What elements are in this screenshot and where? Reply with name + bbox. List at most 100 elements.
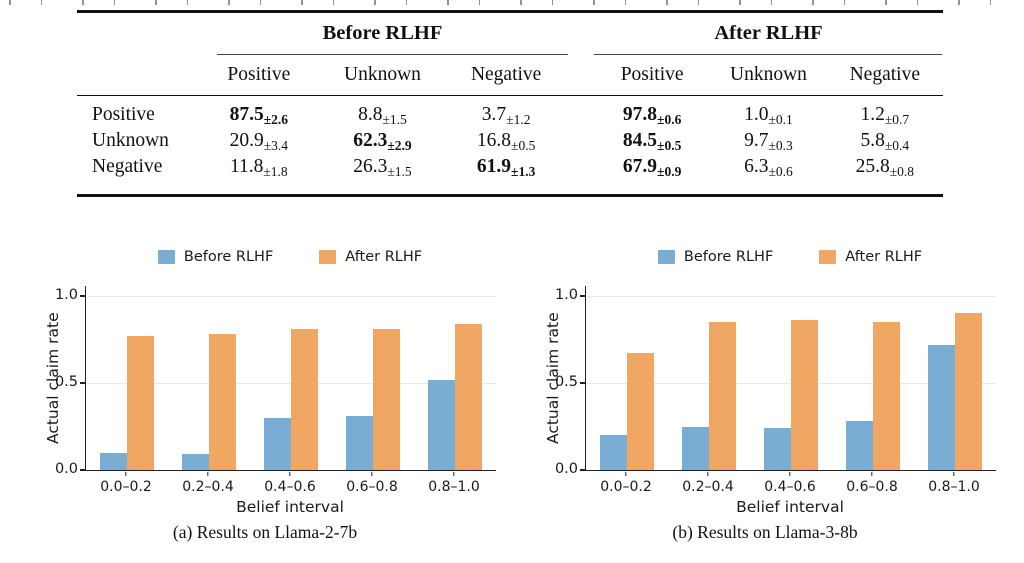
bar-group: [832, 286, 914, 470]
bar-group: [250, 286, 332, 470]
table-row: Unknown 20.9±3.4 62.3±2.9 16.8±0.5 84.5±0.5 9…: [77, 128, 943, 154]
row-label: Negative: [92, 156, 163, 178]
cell-stderr: ±0.7: [884, 112, 910, 128]
legend: Before RLHF After RLHF: [85, 249, 495, 265]
x-tick-label: 0.0–0.2: [85, 472, 167, 495]
bar-after-rlhf: [127, 336, 154, 470]
column-header: Negative: [849, 63, 920, 85]
table-cell: 84.5±0.5: [622, 130, 682, 154]
y-tick-mark: [79, 382, 85, 384]
x-tick-label: 0.6–0.8: [831, 472, 913, 495]
plot-area: [85, 286, 496, 471]
legend-item-before-rlhf: Before RLHF: [157, 249, 274, 265]
y-tick-label: 0.0: [54, 461, 78, 477]
gridline: [586, 295, 996, 297]
cell-stderr: ±1.5: [387, 164, 412, 180]
figure-caption-a: (a) Results on Llama-2-7b: [172, 522, 358, 542]
table-top-rule: [77, 10, 943, 13]
table-cell: 8.8±1.5: [358, 104, 407, 128]
table-row: Negative 11.8±1.8 26.3±1.5 61.9±1.3 67.9±0.9…: [77, 154, 943, 180]
bar-group: [332, 286, 414, 470]
row-label: Positive: [92, 104, 155, 126]
legend-label-after-rlhf: After RLHF: [345, 249, 423, 265]
x-tick-label: 0.2–0.4: [667, 472, 749, 495]
table-cell: 11.8±1.8: [229, 156, 288, 180]
bar-before-rlhf: [182, 454, 209, 470]
table-cell: 5.8±0.4: [860, 130, 910, 154]
bar-before-rlhf: [100, 452, 127, 470]
cell-stderr: ±0.3: [768, 138, 793, 154]
bar-group: [86, 286, 168, 470]
table-cell: 87.5±2.6: [229, 104, 289, 128]
legend-swatch-before-rlhf: [657, 250, 675, 264]
cell-stderr: ±2.6: [263, 112, 289, 128]
cropped-text-fragments: [0, 0, 1024, 5]
legend-swatch-after-rlhf: [819, 250, 837, 264]
bar-group: [414, 286, 496, 470]
cell-stderr: ±2.9: [387, 138, 412, 154]
bar-before-rlhf: [428, 379, 455, 470]
cell-stderr: ±0.5: [511, 138, 536, 154]
y-tick-mark: [79, 469, 85, 471]
table-cell: 1.2±0.7: [860, 104, 910, 128]
cell-stderr: ±0.9: [657, 164, 682, 180]
bar-after-rlhf: [873, 322, 900, 470]
table-row: Positive 87.5±2.6 8.8±1.5 3.7±1.2 97.8±0.6 1.…: [77, 102, 943, 128]
legend-label-before-rlhf: Before RLHF: [183, 249, 274, 265]
bar-before-rlhf: [846, 421, 873, 470]
y-tick-label: 1.0: [554, 287, 578, 303]
table-cmidrules: [77, 53, 943, 55]
table-cell: 16.8±0.5: [476, 130, 536, 154]
y-tick-label: 0.5: [54, 374, 78, 390]
x-tick-label: 0.8–1.0: [913, 472, 995, 495]
table-bottom-rule: [77, 194, 943, 197]
bar-after-rlhf: [209, 334, 236, 470]
table-cell: 9.7±0.3: [744, 130, 793, 154]
table-cell: 3.7±1.2: [481, 104, 531, 128]
cell-stderr: ±3.4: [263, 138, 289, 154]
table-cell: 6.3±0.6: [744, 156, 793, 180]
x-tick-label: 0.4–0.6: [249, 472, 331, 495]
group-header-after-rlhf: After RLHF: [714, 21, 823, 44]
figure-caption-b: (b) Results on Llama-3-8b: [672, 522, 858, 542]
bar-group: [168, 286, 250, 470]
bar-group: [750, 286, 832, 470]
bar-group: [914, 286, 996, 470]
figure-llama-3-8b: Before RLHF After RLHF Actual claim rate…: [530, 246, 1000, 551]
legend: Before RLHF After RLHF: [585, 249, 995, 265]
legend-swatch-before-rlhf: [157, 250, 175, 264]
table-cell: 25.8±0.8: [855, 156, 914, 180]
cell-stderr: ±0.8: [889, 164, 914, 180]
cell-stderr: ±0.4: [884, 138, 910, 154]
table-cell: 26.3±1.5: [353, 156, 412, 180]
bar-after-rlhf: [291, 329, 318, 470]
bar-after-rlhf: [455, 323, 482, 470]
y-tick-mark: [579, 382, 585, 384]
x-axis-ticks: 0.0–0.2 0.2–0.4 0.4–0.6 0.6–0.8 0.8–1.0: [85, 472, 495, 495]
cell-stderr: ±1.8: [263, 164, 288, 180]
legend-item-before-rlhf: Before RLHF: [657, 249, 774, 265]
y-tick-label: 1.0: [54, 287, 78, 303]
bar-before-rlhf: [682, 426, 709, 470]
table-cell: 61.9±1.3: [476, 156, 536, 180]
x-axis-label: Belief interval: [736, 498, 844, 516]
cell-stderr: ±1.2: [506, 112, 531, 128]
cell-stderr: ±0.6: [768, 164, 793, 180]
column-header: Negative: [470, 63, 542, 85]
y-tick-mark: [579, 295, 585, 297]
cell-stderr: ±0.1: [768, 112, 793, 128]
bar-after-rlhf: [627, 353, 654, 470]
legend-label-before-rlhf: Before RLHF: [683, 249, 774, 265]
bar-before-rlhf: [764, 428, 791, 470]
legend-item-after-rlhf: After RLHF: [319, 249, 422, 265]
legend-label-after-rlhf: After RLHF: [845, 249, 923, 265]
table-mid-rule: [77, 94, 943, 97]
column-header: Positive: [227, 63, 291, 85]
bar-after-rlhf: [373, 329, 400, 470]
table-cell: 62.3±2.9: [353, 130, 412, 154]
x-tick-label: 0.2–0.4: [167, 472, 249, 495]
plot-area: [585, 286, 996, 471]
bar-after-rlhf: [955, 313, 982, 470]
y-tick-label: 0.0: [554, 461, 578, 477]
y-tick-label: 0.5: [554, 374, 578, 390]
